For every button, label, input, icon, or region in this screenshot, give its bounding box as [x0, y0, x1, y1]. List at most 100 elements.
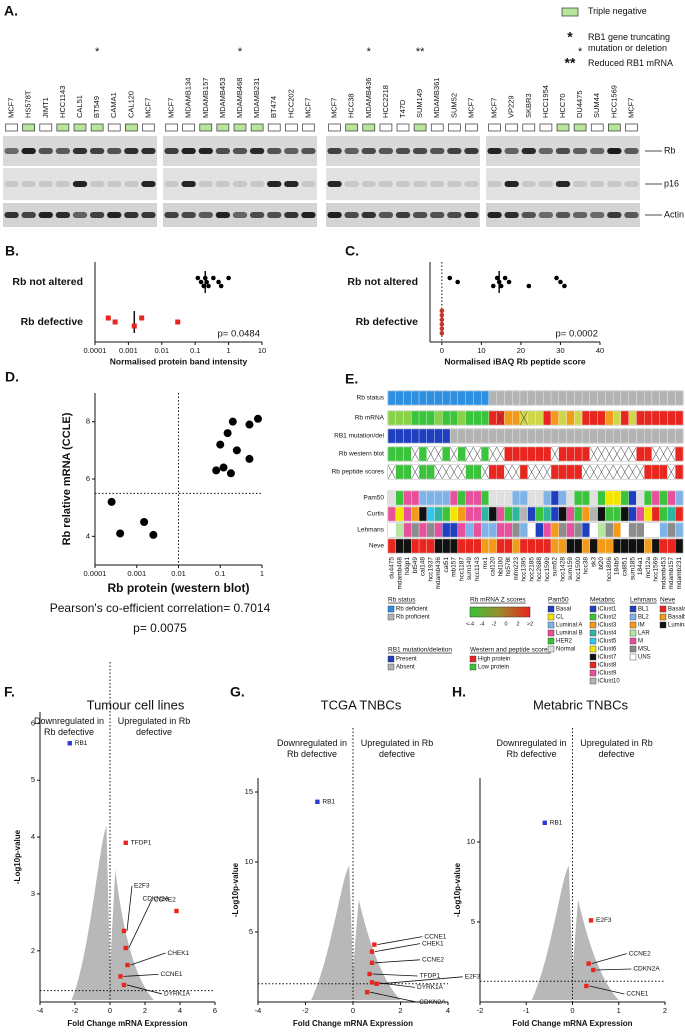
blot-band — [215, 181, 231, 187]
data-point — [216, 440, 225, 449]
heat-cell — [457, 428, 466, 444]
tn-box — [22, 123, 36, 132]
heat-cell — [651, 522, 660, 538]
column-label: mdamb453 — [660, 557, 667, 590]
legend-swatch — [629, 605, 637, 613]
data-point — [439, 326, 445, 332]
heat-cell — [543, 428, 552, 444]
column-label: hs578t — [505, 557, 512, 577]
x-tick-label: -1 — [523, 1006, 530, 1015]
blot-band — [521, 212, 536, 218]
heat-cell — [651, 390, 660, 406]
blot-band — [521, 181, 536, 187]
data-point — [494, 275, 500, 281]
blot-band — [344, 148, 359, 154]
blot-band — [555, 212, 571, 218]
heat-cell — [651, 506, 660, 522]
blot-band — [38, 148, 53, 154]
cell-cross — [651, 446, 660, 462]
heat-cell — [628, 538, 637, 554]
heat-cell — [612, 538, 622, 554]
legend-swatch — [589, 613, 597, 621]
y-tick-label: 6 — [31, 718, 35, 727]
zscale-label: >2 — [527, 621, 533, 627]
gene-label: CCNE2 — [422, 957, 444, 964]
blot-band — [430, 212, 445, 218]
blot-band — [464, 212, 479, 218]
heat-cell — [504, 390, 513, 406]
heat-cell — [403, 390, 412, 406]
lane-label: MDAMB453 — [218, 78, 227, 118]
heat-cell — [644, 506, 653, 522]
column-label: du4475 — [389, 557, 396, 579]
heat-cell — [457, 522, 466, 538]
data-point — [201, 283, 207, 289]
category-label: Rb defective — [21, 316, 84, 328]
x-tick-label: 20 — [517, 346, 525, 355]
heat-cell — [605, 410, 614, 426]
heat-cell — [644, 464, 653, 480]
blot-band — [487, 212, 502, 218]
cell-cross — [597, 446, 606, 462]
tn-box — [413, 123, 427, 132]
column-label: mdamb231 — [676, 557, 683, 590]
blot-band — [72, 181, 88, 187]
heat-cell — [535, 428, 544, 444]
data-point — [439, 321, 445, 327]
legend-label: iClust10 — [598, 679, 620, 685]
x-tick-label: 40 — [596, 346, 604, 355]
heat-cell — [442, 410, 451, 426]
legend-swatch — [547, 637, 555, 645]
gene-point — [369, 949, 375, 954]
data-point — [226, 469, 235, 478]
data-point — [116, 529, 125, 538]
heat-cell — [465, 506, 474, 522]
heat-cell — [426, 522, 435, 538]
legend-label: Luminal — [668, 623, 685, 629]
blot-band — [538, 212, 554, 218]
legend-label: M — [638, 639, 643, 645]
lane-label: MCF7 — [490, 98, 499, 118]
tn-box — [362, 123, 376, 132]
label-arrow — [123, 974, 159, 977]
heat-cell — [465, 522, 474, 538]
legend-swatch — [589, 661, 597, 669]
heat-cell — [395, 522, 404, 538]
column-label: sum159 — [567, 557, 574, 581]
heat-cell — [597, 410, 606, 426]
data-point — [107, 497, 116, 506]
heat-cell — [558, 446, 567, 462]
cell-cross — [511, 464, 521, 480]
gene-label: E2F3 — [596, 917, 612, 924]
gene-point — [374, 981, 379, 986]
blot-band — [301, 148, 316, 154]
legend-label: iClust5 — [598, 639, 617, 645]
x-axis-title: Fold Change mRNA Expression — [67, 1019, 187, 1028]
heat-cell — [597, 538, 606, 554]
gene-label: CHEK1 — [168, 950, 190, 957]
heat-cell — [457, 538, 466, 554]
row-label: Lehmans — [357, 527, 384, 534]
y-tick-label: 4 — [86, 531, 90, 540]
heat-cell — [426, 428, 435, 444]
panel-label: A. — [4, 3, 18, 19]
heat-cell — [527, 538, 536, 554]
tn-box — [590, 123, 604, 132]
tn-box — [250, 123, 264, 132]
heat-cell — [581, 506, 590, 522]
heat-cell — [512, 538, 521, 554]
heat-cell — [566, 428, 575, 444]
cell-cross — [589, 464, 598, 480]
heat-cell — [644, 490, 653, 506]
legend-swatch — [629, 653, 637, 661]
cell-cross — [612, 464, 622, 480]
legend-label: BL2 — [638, 615, 649, 621]
heat-cell — [426, 538, 435, 554]
heat-cell — [481, 410, 490, 426]
heat-cell — [659, 428, 668, 444]
y-tick-label: 10 — [467, 837, 475, 846]
legend-label: LAR — [638, 631, 650, 637]
data-point — [226, 275, 231, 281]
heat-cell — [481, 390, 490, 406]
heat-cell — [512, 446, 521, 462]
